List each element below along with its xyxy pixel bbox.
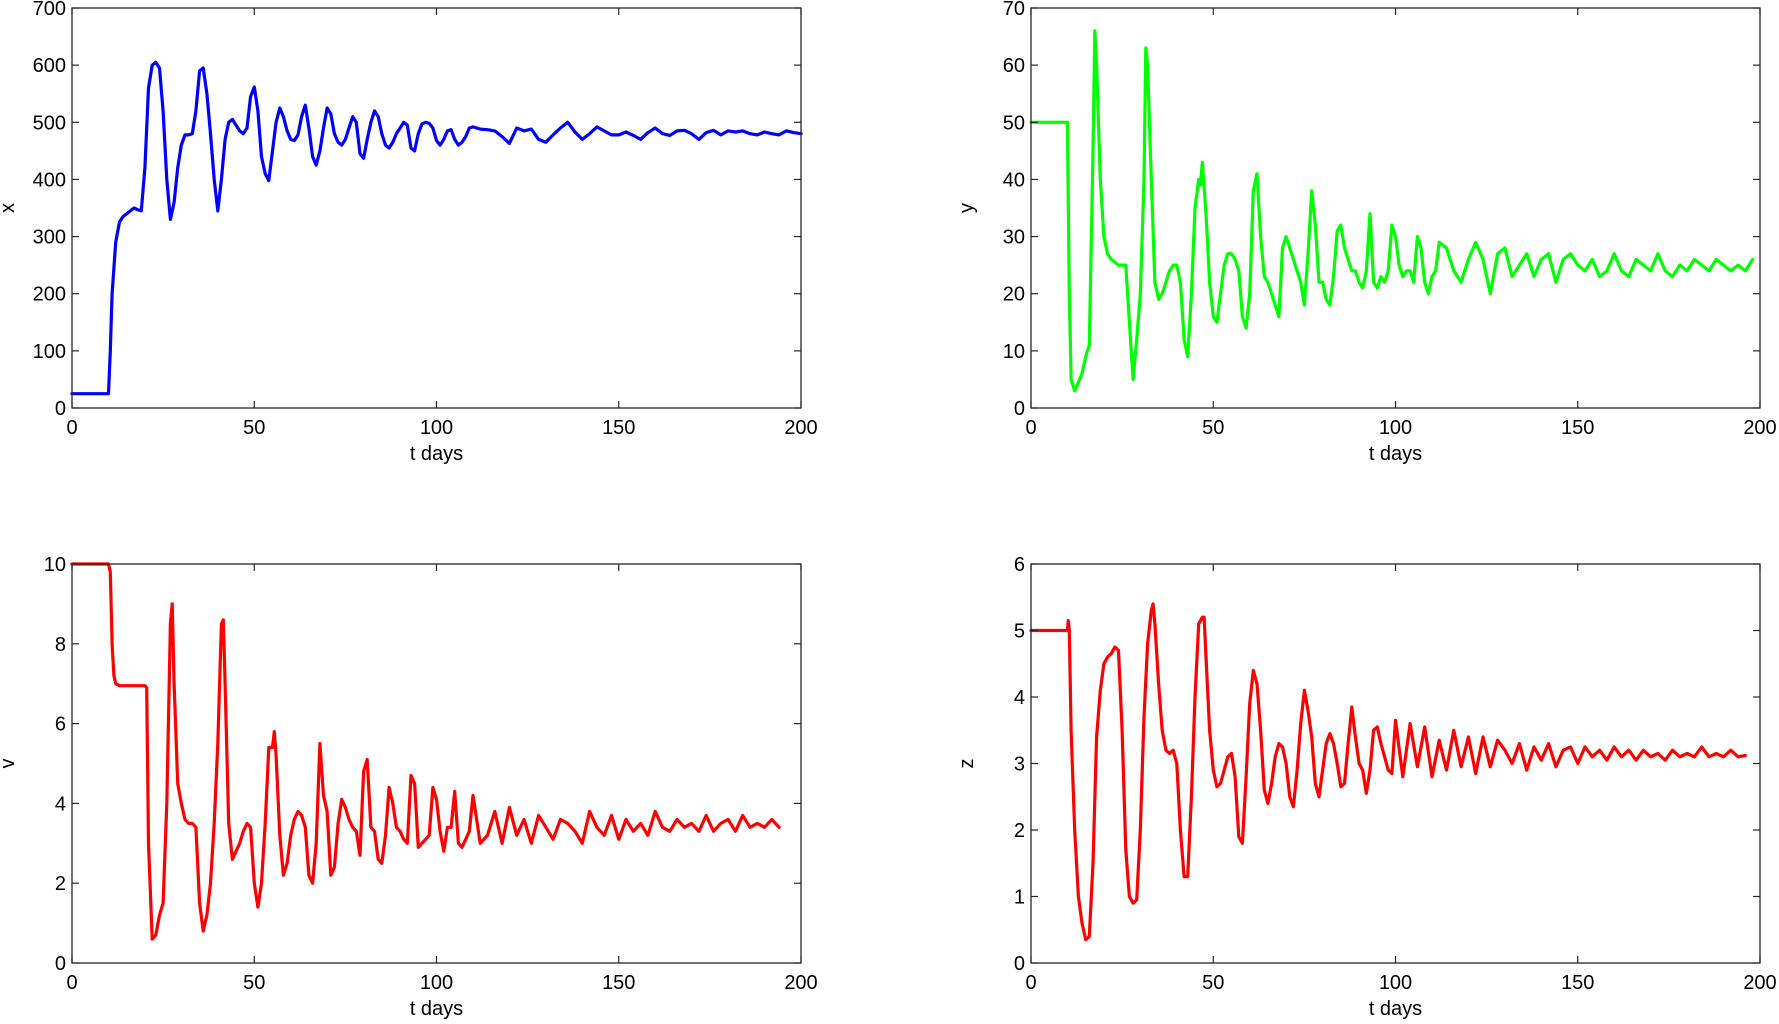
axes-box xyxy=(71,7,802,409)
x-tick-label: 100 xyxy=(420,417,453,439)
y-tick-label: 300 xyxy=(33,227,66,249)
y-tick-label: 60 xyxy=(1003,55,1025,77)
x-tick-label: 150 xyxy=(1561,417,1594,439)
y-tick-label: 5 xyxy=(1014,621,1025,643)
y-tick-label: 100 xyxy=(33,341,66,363)
y-tick-label: 50 xyxy=(1003,112,1025,134)
x-tick-label: 50 xyxy=(243,417,265,439)
x-axis-label: t days xyxy=(1369,998,1422,1020)
y-tick-label: 0 xyxy=(1014,953,1025,975)
y-tick-label: 0 xyxy=(55,398,66,420)
y-tick-label: 8 xyxy=(55,634,66,656)
y-tick-label: 1 xyxy=(1014,887,1025,909)
x-tick-label: 200 xyxy=(784,972,817,994)
y-tick-label: 4 xyxy=(1014,687,1025,709)
x-axis-label: t days xyxy=(1369,443,1422,465)
y-tick-label: 4 xyxy=(55,793,66,815)
chart-y-svg: 0 50 100 150 200 0 10 20 30 40 50 60 70 t days y xyxy=(956,0,1777,465)
y-tick-label: 70 xyxy=(1003,0,1025,20)
chart-v: 0 50 100 150 200 0 2 4 6 8 10 t days v xyxy=(0,480,890,1024)
y-tick-label: 2 xyxy=(1014,820,1025,842)
x-tick-label: 0 xyxy=(1025,417,1036,439)
x-axis-label: t days xyxy=(410,998,463,1020)
y-tick-label: 0 xyxy=(55,953,66,975)
series-line-x xyxy=(70,60,803,396)
y-axis-label: x xyxy=(0,203,19,213)
x-tick-label: 150 xyxy=(1561,972,1594,994)
x-tick-label: 100 xyxy=(1379,417,1412,439)
x-tick-label: 150 xyxy=(602,972,635,994)
y-tick-label: 20 xyxy=(1003,284,1025,306)
y-tick-label: 3 xyxy=(1014,754,1025,776)
axes-box xyxy=(1030,7,1761,409)
chart-z: 0 50 100 150 200 0 1 2 3 4 5 6 t days z xyxy=(890,480,1779,1024)
x-tick-label: 0 xyxy=(66,417,77,439)
y-tick-label: 40 xyxy=(1003,169,1025,191)
x-tick-label: 150 xyxy=(602,417,635,439)
x-tick-label: 100 xyxy=(1379,972,1412,994)
x-axis-label: t days xyxy=(410,443,463,465)
y-tick-label: 10 xyxy=(1003,341,1025,363)
chart-z-svg: 0 50 100 150 200 0 1 2 3 4 5 6 t days z xyxy=(956,554,1777,1020)
y-tick-label: 600 xyxy=(33,55,66,77)
y-tick-label: 200 xyxy=(33,284,66,306)
x-tick-label: 200 xyxy=(1743,417,1776,439)
y-tick-label: 500 xyxy=(33,112,66,134)
y-tick-label: 0 xyxy=(1014,398,1025,420)
axes-box xyxy=(1030,563,1761,964)
series-line-v xyxy=(70,562,781,941)
y-tick-label: 10 xyxy=(44,554,66,576)
y-tick-label: 30 xyxy=(1003,227,1025,249)
y-tick-label: 2 xyxy=(55,873,66,895)
chart-y: 0 50 100 150 200 0 10 20 30 40 50 60 70 t days y xyxy=(890,0,1779,480)
series-line-z xyxy=(1029,602,1748,942)
y-tick-label: 6 xyxy=(55,714,66,736)
x-tick-label: 50 xyxy=(243,972,265,994)
x-tick-label: 50 xyxy=(1202,417,1224,439)
y-axis-label: z xyxy=(956,759,978,769)
y-axis-label: y xyxy=(956,203,978,213)
y-axis-label: v xyxy=(0,759,19,769)
chart-x-svg: 0 50 100 150 200 0 100 200 300 400 500 600 700 t days… xyxy=(0,0,818,465)
x-tick-label: 200 xyxy=(1743,972,1776,994)
y-tick-label: 700 xyxy=(33,0,66,20)
x-tick-label: 50 xyxy=(1202,972,1224,994)
x-tick-label: 0 xyxy=(66,972,77,994)
y-tick-label: 6 xyxy=(1014,554,1025,576)
series-line-y xyxy=(1029,29,1755,393)
y-tick-label: 400 xyxy=(33,169,66,191)
chart-v-svg: 0 50 100 150 200 0 2 4 6 8 10 t days v xyxy=(0,554,818,1020)
x-tick-label: 200 xyxy=(784,417,817,439)
x-tick-label: 100 xyxy=(420,972,453,994)
x-tick-label: 0 xyxy=(1025,972,1036,994)
axes-box xyxy=(71,563,802,964)
chart-x: 0 50 100 150 200 0 100 200 300 400 500 600 700 t days… xyxy=(0,0,890,480)
